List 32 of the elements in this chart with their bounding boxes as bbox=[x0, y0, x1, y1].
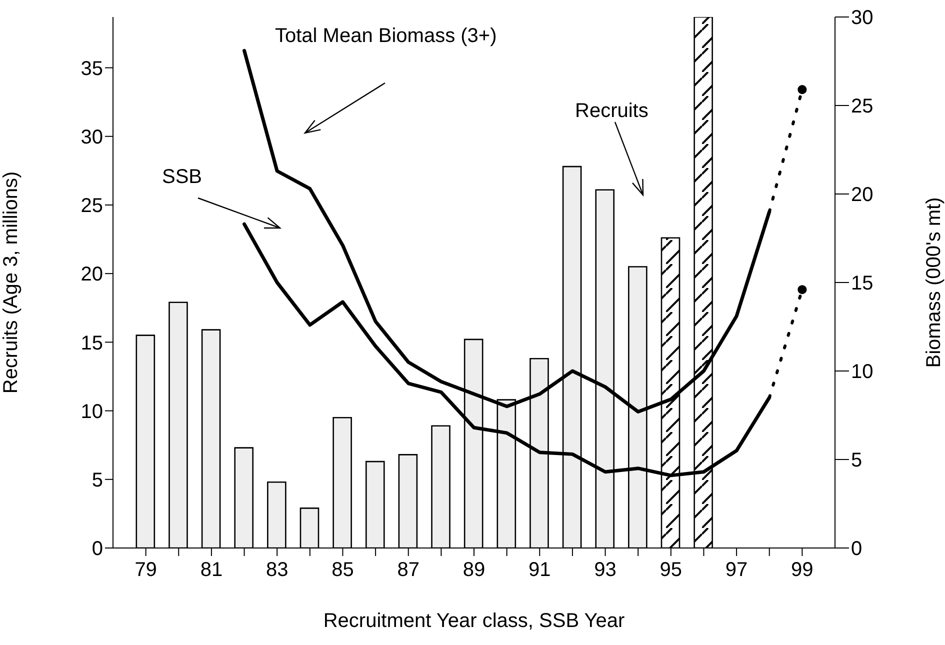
y-axis-title: Recruits (Age 3, millions) bbox=[0, 171, 22, 394]
annotation: Total Mean Biomass (3+) bbox=[275, 25, 497, 47]
y-tick-label: 20 bbox=[80, 264, 103, 286]
y2-tick-label: 15 bbox=[851, 272, 874, 295]
y2-tick-label: 5 bbox=[851, 450, 862, 472]
annotation: SSB bbox=[162, 166, 202, 188]
y-tick-label: 30 bbox=[80, 126, 103, 148]
y-tick-label: 25 bbox=[80, 195, 103, 218]
y2-tick-label: 30 bbox=[851, 7, 874, 30]
x-tick-label: 79 bbox=[134, 559, 157, 582]
y2-tick-label: 0 bbox=[851, 538, 862, 560]
x-tick-label: 81 bbox=[200, 559, 223, 582]
y2-tick-label: 10 bbox=[851, 361, 874, 384]
y2-tick-label: 25 bbox=[851, 96, 874, 118]
y-tick-label: 5 bbox=[92, 469, 103, 492]
x-tick-label: 93 bbox=[594, 559, 616, 582]
x-tick-label: 87 bbox=[397, 559, 420, 582]
annotation: Recruits bbox=[575, 100, 648, 122]
x-tick-label: 97 bbox=[725, 559, 748, 582]
y-tick-label: 15 bbox=[80, 332, 103, 354]
x-tick-label: 83 bbox=[266, 559, 288, 582]
x-tick-label: 89 bbox=[462, 559, 486, 582]
y2-tick-label: 20 bbox=[851, 184, 874, 206]
x-tick-label: 95 bbox=[660, 559, 682, 582]
x-tick-label: 99 bbox=[791, 559, 814, 582]
x-axis-title: Recruitment Year class, SSB Year bbox=[323, 610, 625, 632]
x-tick-label: 85 bbox=[332, 559, 354, 582]
y-tick-label: 10 bbox=[80, 400, 103, 423]
x-tick-label: 91 bbox=[528, 559, 551, 582]
y-tick-label: 0 bbox=[92, 538, 103, 560]
y-tick-label: 35 bbox=[80, 58, 103, 80]
y2-axis-title: Biomass (000's mt) bbox=[923, 197, 945, 368]
